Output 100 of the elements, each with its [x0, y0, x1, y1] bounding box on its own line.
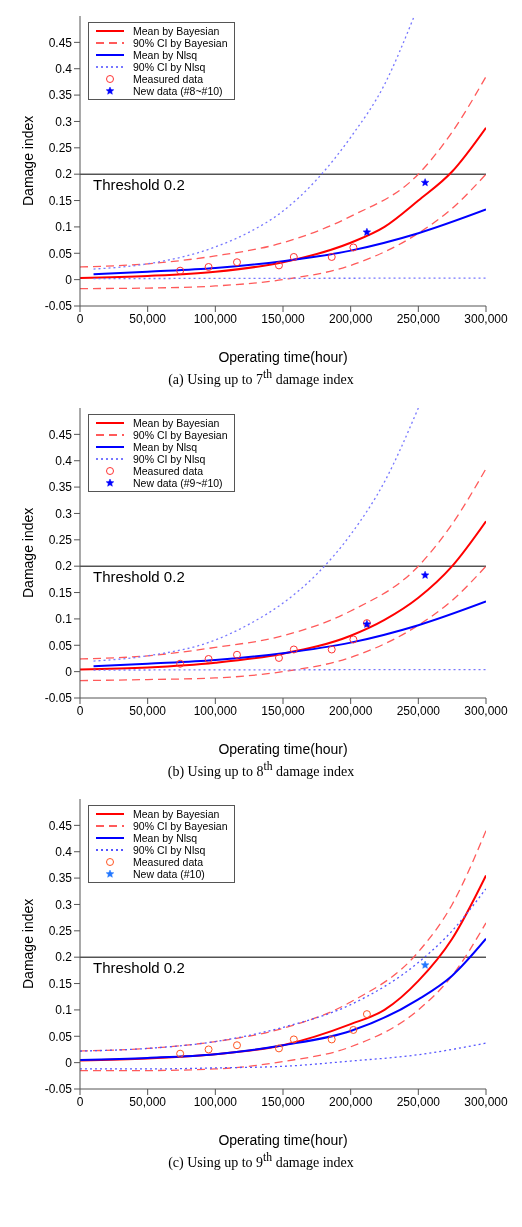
- legend-label: New data (#9~#10): [133, 476, 223, 489]
- point: [349, 1026, 358, 1035]
- x-tick-label: 100,000: [193, 1094, 238, 1109]
- point: [289, 1035, 298, 1044]
- y-tick-label: 0.2: [55, 950, 73, 965]
- legend-label: Mean by Nlsq: [133, 440, 198, 453]
- point: [327, 1035, 336, 1044]
- legend-label: Measured data: [133, 73, 204, 85]
- x-tick-label: 50,000: [129, 311, 167, 326]
- line-series: [80, 75, 486, 268]
- x-tick-label: 200,000: [328, 311, 373, 326]
- x-tick-label: 100,000: [193, 311, 238, 326]
- line-series: [80, 565, 486, 681]
- y-tick-label: 0.3: [55, 114, 73, 129]
- y-tick-label: 0.1: [55, 1003, 73, 1018]
- legend-label: Mean by Bayesian: [133, 416, 220, 429]
- y-axis-title: Damage index: [19, 899, 36, 990]
- legend-label: Mean by Bayesian: [133, 25, 220, 37]
- point: [421, 961, 430, 969]
- x-tick-label: 50,000: [129, 703, 167, 718]
- legend-label: Measured data: [133, 856, 204, 869]
- y-tick-label: 0.25: [48, 924, 73, 939]
- y-tick-label: 0.15: [48, 977, 73, 992]
- x-tick-label: 0: [76, 703, 84, 718]
- point: [232, 650, 241, 659]
- y-tick-label: 0.4: [55, 61, 73, 76]
- point: [204, 654, 213, 663]
- y-tick-label: 0.4: [55, 453, 73, 468]
- line-series: [92, 407, 419, 662]
- point: [274, 261, 283, 270]
- x-tick-label: 200,000: [328, 703, 373, 718]
- legend-label: Mean by Nlsq: [133, 49, 198, 61]
- ref-line-label: Threshold 0.2: [93, 567, 185, 585]
- legend-label: 90% CI by Bayesian: [133, 37, 228, 49]
- point: [349, 635, 358, 644]
- line-series: [92, 208, 486, 276]
- y-tick-label: 0.05: [48, 246, 73, 261]
- x-tick-label: 150,000: [261, 311, 306, 326]
- x-axis-title: Operating time(hour): [218, 1132, 348, 1149]
- y-tick-label: 0.35: [48, 480, 73, 495]
- line-series: [80, 173, 486, 290]
- point: [421, 570, 430, 579]
- y-tick-label: 0.15: [48, 585, 73, 600]
- y-tick-label: 0.3: [55, 506, 73, 521]
- x-tick-label: 300,000: [464, 1094, 509, 1109]
- ref-line-label: Threshold 0.2: [93, 175, 185, 193]
- y-axis-title: Damage index: [19, 507, 36, 598]
- point: [204, 262, 213, 271]
- line-series: [80, 938, 486, 1062]
- x-tick-label: 0: [76, 311, 84, 326]
- point: [327, 645, 336, 654]
- x-tick-label: 100,000: [193, 703, 238, 718]
- text: (b) Using up to 8$^{th}$ damage index: [166, 759, 356, 780]
- x-tick-label: 150,000: [261, 1094, 306, 1109]
- x-tick-label: 250,000: [396, 703, 441, 718]
- x-tick-label: 250,000: [396, 1094, 441, 1109]
- y-tick-label: 0: [65, 1056, 73, 1071]
- y-tick-label: -0.05: [44, 1082, 73, 1097]
- y-tick-label: 0.45: [48, 35, 73, 50]
- line-series: [92, 16, 415, 270]
- y-tick-label: 0: [65, 272, 73, 287]
- line-series: [80, 126, 486, 280]
- y-tick-label: 0.05: [48, 1029, 73, 1044]
- legend-label: 90% CI by Nlsq: [133, 61, 206, 73]
- x-tick-label: 200,000: [328, 1094, 373, 1109]
- legend-label: Measured data: [133, 464, 204, 477]
- y-tick-label: 0.35: [48, 88, 73, 103]
- x-tick-label: 50,000: [129, 1094, 167, 1109]
- line-series: [92, 600, 486, 668]
- line-series: [80, 922, 486, 1072]
- point: [232, 1041, 241, 1050]
- y-tick-label: 0.2: [55, 559, 73, 574]
- point: [289, 645, 298, 654]
- point: [232, 258, 241, 267]
- ref-line-label: Threshold 0.2: [93, 959, 185, 977]
- y-tick-label: 0.35: [48, 871, 73, 886]
- point: [176, 266, 185, 275]
- legend-label: New data (#10): [133, 868, 205, 881]
- y-tick-label: 0.3: [55, 898, 73, 913]
- y-tick-label: 0.25: [48, 532, 73, 547]
- line-series: [80, 1042, 486, 1070]
- y-tick-label: 0.1: [55, 611, 73, 626]
- y-tick-label: 0.05: [48, 638, 73, 653]
- y-tick-label: 0: [65, 664, 73, 679]
- y-tick-label: -0.05: [44, 690, 73, 705]
- y-tick-label: 0.45: [48, 427, 73, 442]
- y-axis-title: Damage index: [19, 115, 36, 206]
- legend-label: 90% CI by Nlsq: [133, 452, 206, 465]
- point: [274, 1044, 283, 1053]
- point: [204, 1045, 213, 1054]
- line-series: [80, 830, 486, 1052]
- point: [176, 659, 185, 668]
- legend-label: 90% CI by Bayesian: [133, 428, 228, 441]
- y-tick-label: -0.05: [44, 299, 73, 314]
- point: [274, 653, 283, 662]
- point: [289, 252, 298, 261]
- legend-label: Mean by Nlsq: [133, 832, 198, 845]
- x-axis-title: Operating time(hour): [218, 349, 348, 365]
- y-tick-label: 0.25: [48, 141, 73, 156]
- line-series: [80, 520, 486, 671]
